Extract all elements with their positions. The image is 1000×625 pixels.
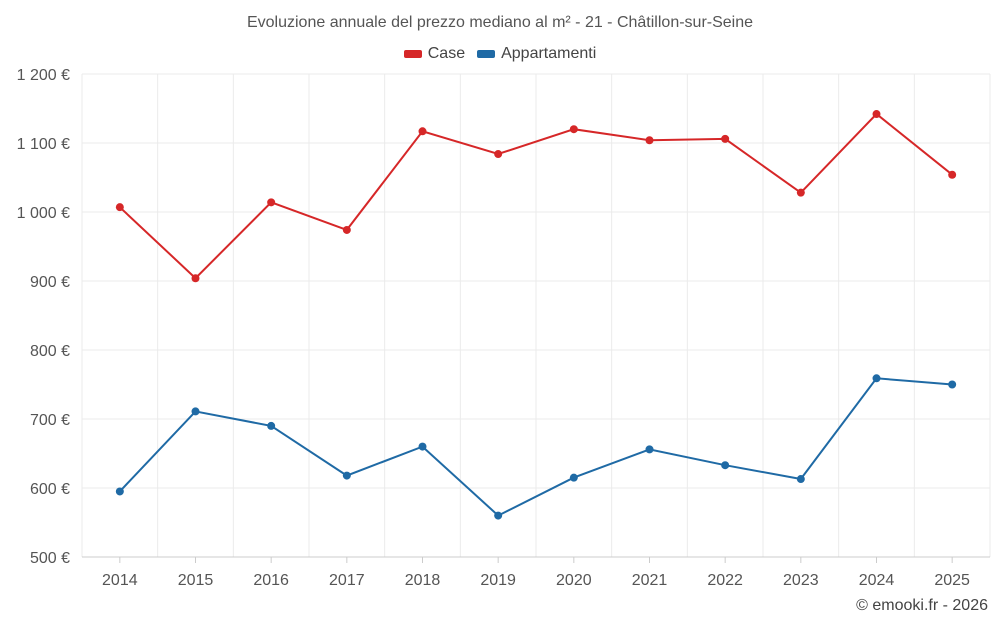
legend-label-case: Case xyxy=(427,45,466,62)
y-tick-label: 800 € xyxy=(30,343,70,360)
x-tick-label: 2018 xyxy=(405,572,441,589)
x-tick-label: 2025 xyxy=(934,572,970,589)
x-tick-label: 2014 xyxy=(102,572,138,589)
data-point-case xyxy=(796,188,805,197)
series-layer xyxy=(115,110,957,520)
axes: 500 € 600 € 700 € 800 € 900 € 1 000 € 1 100 € 1… xyxy=(17,67,990,589)
data-point-appartamenti xyxy=(494,511,503,520)
data-point-appartamenti xyxy=(191,407,200,416)
x-tick-label: 2016 xyxy=(253,572,289,589)
x-tick-label: 2023 xyxy=(783,572,819,589)
credit-text: © emooki.fr - 2026 xyxy=(856,597,988,614)
x-tick-label: 2017 xyxy=(329,572,365,589)
data-point-appartamenti xyxy=(948,380,957,389)
data-point-appartamenti xyxy=(872,374,881,383)
x-tick-label: 2020 xyxy=(556,572,592,589)
grid xyxy=(81,73,991,558)
x-tick-label: 2021 xyxy=(632,572,668,589)
data-point-case xyxy=(191,274,200,283)
data-point-case xyxy=(721,134,730,143)
y-tick-label: 700 € xyxy=(30,412,70,429)
x-tick-label: 2015 xyxy=(178,572,214,589)
legend-swatch-appartamenti xyxy=(477,50,496,58)
data-point-case xyxy=(569,125,578,134)
data-point-appartamenti xyxy=(569,473,578,482)
data-point-appartamenti xyxy=(115,487,124,496)
legend-item-case[interactable]: Case xyxy=(403,45,466,63)
data-point-appartamenti xyxy=(342,471,351,480)
data-point-case xyxy=(267,198,276,207)
legend-label-appartamenti: Appartamenti xyxy=(501,45,597,62)
x-tick-label: 2019 xyxy=(480,572,516,589)
x-tick-label: 2024 xyxy=(859,572,895,589)
y-tick-label: 600 € xyxy=(30,481,70,498)
y-tick-label: 1 000 € xyxy=(17,205,70,222)
y-tick-label: 1 200 € xyxy=(17,67,70,84)
data-point-case xyxy=(342,225,351,234)
data-point-case xyxy=(948,170,957,179)
data-point-case xyxy=(494,150,503,159)
legend-swatch-case xyxy=(403,50,422,58)
data-point-appartamenti xyxy=(721,461,730,470)
data-point-appartamenti xyxy=(418,442,427,451)
data-point-appartamenti xyxy=(796,475,805,484)
y-tick-label: 1 100 € xyxy=(17,136,70,153)
series-line-case xyxy=(119,112,953,280)
data-point-case xyxy=(645,136,654,145)
y-tick-label: 500 € xyxy=(30,550,70,567)
data-point-case xyxy=(115,203,124,212)
y-tick-label: 900 € xyxy=(30,274,70,291)
series-line-appartamenti xyxy=(119,377,953,517)
data-point-case xyxy=(418,127,427,136)
legend: Case Appartamenti xyxy=(0,45,1000,63)
data-point-case xyxy=(872,110,881,119)
x-tick-label: 2022 xyxy=(707,572,743,589)
data-point-appartamenti xyxy=(267,421,276,430)
data-point-appartamenti xyxy=(645,445,654,454)
chart-title: Evoluzione annuale del prezzo mediano al… xyxy=(246,14,754,31)
legend-item-appartamenti[interactable]: Appartamenti xyxy=(477,45,596,63)
